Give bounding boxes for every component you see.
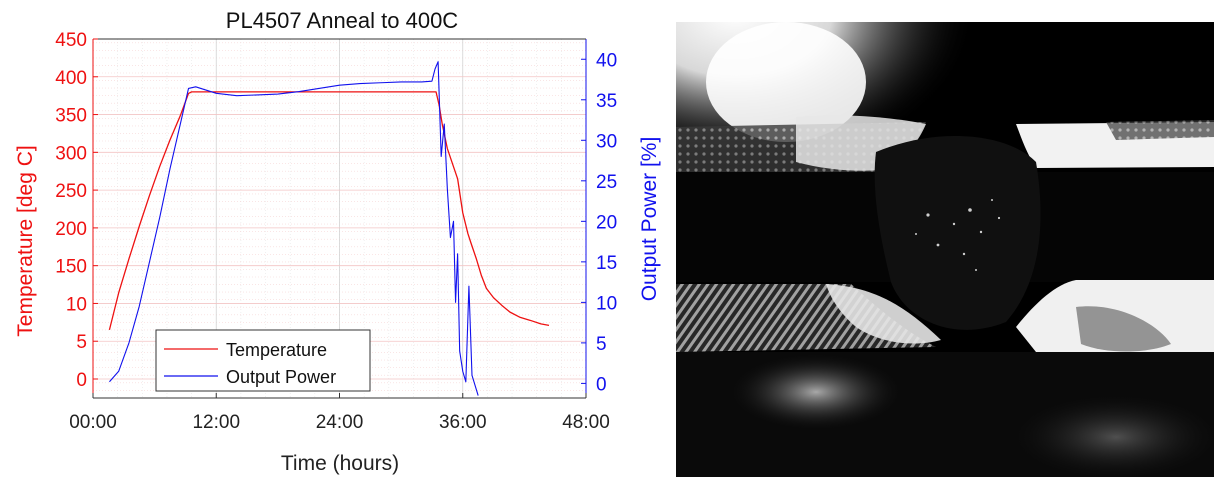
x-tick-labels: 00:00 12:00 24:00 36:00 48:00	[69, 412, 610, 433]
y-right-tick-label: 30	[596, 131, 617, 152]
y-left-tick-label: 0	[76, 370, 87, 391]
y-right-tick-label: 40	[596, 50, 617, 71]
lower-right-gray-blob	[1076, 306, 1171, 352]
lower-center-bright-crescent	[826, 284, 941, 344]
y-left-tick-label: 10	[66, 294, 87, 315]
y-left-tick-label: 250	[55, 181, 87, 202]
y-left-tick-label: 350	[55, 106, 87, 127]
legend-label-output-power: Output Power	[226, 367, 336, 387]
y-axis-right-label: Output Power [%]	[638, 137, 661, 302]
x-tick-label: 24:00	[316, 412, 364, 433]
legend-box	[155, 329, 371, 392]
y-left-tick-label: 450	[55, 30, 87, 51]
glow-bottom-right	[1006, 392, 1214, 477]
series-layer	[108, 61, 550, 396]
y-right-tick-label: 20	[596, 212, 617, 233]
series-line-temperature	[108, 91, 550, 331]
sparkles	[915, 199, 1001, 271]
x-tick-label: 12:00	[192, 412, 240, 433]
y-axis-left-label: Temperature [deg C]	[14, 145, 37, 336]
y-left-tick-labels: 0 5 10 150 200 250 300 350 400 450	[55, 30, 87, 391]
x-tick-label: 00:00	[69, 412, 117, 433]
glow-bottom-left	[726, 352, 906, 432]
y-left-tick-label: 400	[55, 68, 87, 89]
x-tick-label: 36:00	[439, 412, 487, 433]
upper-right-texture	[1106, 120, 1214, 140]
x-tick-label: 48:00	[562, 412, 610, 433]
y-left-tick-label: 300	[55, 143, 87, 164]
y-right-tick-label: 25	[596, 172, 617, 193]
y-left-tick-label: 5	[76, 332, 87, 353]
legend-label-temperature: Temperature	[226, 340, 327, 360]
y-left-tick-label: 200	[55, 219, 87, 240]
y-right-tick-label: 5	[596, 334, 607, 355]
chart-title: PL4507 Anneal to 400C	[226, 8, 459, 33]
axes-layer	[92, 38, 587, 399]
glow-top-left-core	[706, 22, 866, 142]
y-right-tick-labels: 0 5 10 15 20 25 30 35 40	[596, 50, 617, 395]
central-dark-blob	[874, 135, 1041, 330]
y-left-tick-label: 150	[55, 257, 87, 278]
microscope-photo	[676, 22, 1214, 477]
y-right-tick-label: 15	[596, 253, 617, 274]
series-line-output-power	[109, 61, 479, 396]
y-right-tick-label: 10	[596, 293, 617, 314]
y-right-tick-label: 0	[596, 374, 607, 395]
y-right-tick-label: 35	[596, 91, 617, 112]
x-axis-label: Time (hours)	[281, 452, 399, 475]
legend: Temperature Output Power	[155, 329, 371, 392]
dual-axis-line-chart: 0 5 10 150 200 250 300 350 400 450 0 5 10 15 20 25 30 35…	[14, 8, 661, 475]
